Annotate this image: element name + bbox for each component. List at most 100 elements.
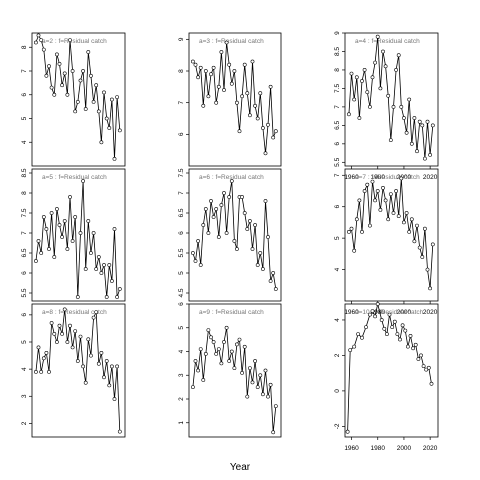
data-point <box>245 227 250 231</box>
data-point <box>224 231 229 235</box>
data-point <box>102 90 106 95</box>
y-tick-label: 4 <box>178 349 185 353</box>
data-point <box>83 107 88 111</box>
y-tick-label: 5 <box>21 116 28 120</box>
x-tick-label: 2020 <box>423 174 438 181</box>
data-point <box>57 323 62 328</box>
y-tick-label: 2 <box>21 421 28 425</box>
y-tick-label: 5 <box>21 340 28 344</box>
data-point <box>62 71 67 76</box>
data-point <box>383 64 388 69</box>
y-tick-label: 7.5 <box>21 208 28 217</box>
y-tick-label: 7 <box>21 231 28 235</box>
data-point <box>65 247 70 251</box>
data-point <box>258 251 263 255</box>
panel-frame <box>344 168 439 302</box>
data-point <box>78 334 83 339</box>
panel-6: a=9 : f=Residual catch 1 2 3 4 5 6 <box>178 302 282 438</box>
data-point <box>219 203 224 207</box>
y-tick-label: 6 <box>21 271 28 275</box>
data-point <box>214 100 219 105</box>
data-point <box>96 361 101 366</box>
data-point <box>107 126 112 130</box>
panel-frame <box>344 32 439 167</box>
data-point <box>266 394 270 399</box>
data-point <box>413 342 418 347</box>
data-point <box>196 368 201 373</box>
data-point <box>34 40 38 45</box>
data-point <box>370 179 375 184</box>
panel-title: a=2 : f=Residual catch <box>42 38 107 45</box>
data-point <box>201 103 206 108</box>
x-tick-label: 1980 <box>371 174 386 181</box>
data-point <box>110 279 114 283</box>
data-point <box>224 325 229 330</box>
data-point <box>253 223 258 227</box>
data-point <box>206 94 211 99</box>
data-point <box>415 223 419 228</box>
data-point <box>367 105 372 109</box>
x-axis-label: Year <box>230 462 251 473</box>
data-point <box>352 248 357 253</box>
data-point <box>96 109 101 114</box>
data-point <box>360 79 364 83</box>
data-point <box>255 116 260 121</box>
data-point <box>271 135 276 140</box>
data-point <box>428 152 433 157</box>
data-point <box>81 179 86 183</box>
data-point <box>65 340 70 344</box>
data-point <box>234 342 239 347</box>
data-point <box>227 195 232 199</box>
data-point <box>99 271 104 275</box>
data-point <box>260 126 265 130</box>
data-point <box>44 73 49 78</box>
data-point <box>209 72 213 77</box>
data-point <box>107 263 112 267</box>
data-point <box>354 217 359 222</box>
data-point <box>404 211 409 215</box>
y-tick-label: 6 <box>178 132 185 136</box>
data-point <box>52 331 57 336</box>
y-tick-label: 7 <box>21 69 28 73</box>
panel-4: a=3 : f=Residual catch 6 7 8 9 <box>178 32 282 167</box>
data-point <box>78 231 83 235</box>
y-tick-label: 4 <box>21 367 28 371</box>
panel-title: a=6 : f=Residual catch <box>199 174 264 181</box>
y-tick-label: 8 <box>21 191 28 195</box>
data-point <box>201 223 206 227</box>
y-tick-label: 7 <box>334 105 341 109</box>
data-point <box>417 245 422 250</box>
panel-title: a=7 : f=Residual catch <box>355 174 420 181</box>
data-point <box>412 239 417 244</box>
data-point <box>102 375 106 380</box>
y-tick-label: 6 <box>21 313 28 317</box>
data-point <box>411 346 416 351</box>
data-point <box>112 156 117 161</box>
data-point <box>273 129 278 134</box>
data-point <box>115 295 120 299</box>
data-point <box>117 287 122 291</box>
x-tick-label: 2020 <box>423 309 438 316</box>
data-point <box>81 364 86 369</box>
panel-title: a=10 : f=Residual catch <box>355 309 424 316</box>
data-point <box>94 83 99 88</box>
data-point <box>57 62 62 66</box>
data-point <box>117 429 122 434</box>
data-point <box>193 62 198 67</box>
data-point <box>407 97 412 102</box>
data-point <box>216 84 221 89</box>
data-point <box>70 69 75 73</box>
data-point <box>62 219 67 223</box>
data-point <box>203 351 208 356</box>
data-point <box>117 128 122 133</box>
data-point <box>198 263 203 267</box>
data-point <box>70 239 75 243</box>
data-point <box>370 309 375 314</box>
data-point <box>216 235 221 239</box>
data-point <box>57 223 62 227</box>
data-point <box>422 226 427 231</box>
data-point <box>96 255 101 259</box>
data-point <box>352 344 357 349</box>
data-point <box>396 214 401 219</box>
y-tick-label: 7.5 <box>178 168 185 177</box>
